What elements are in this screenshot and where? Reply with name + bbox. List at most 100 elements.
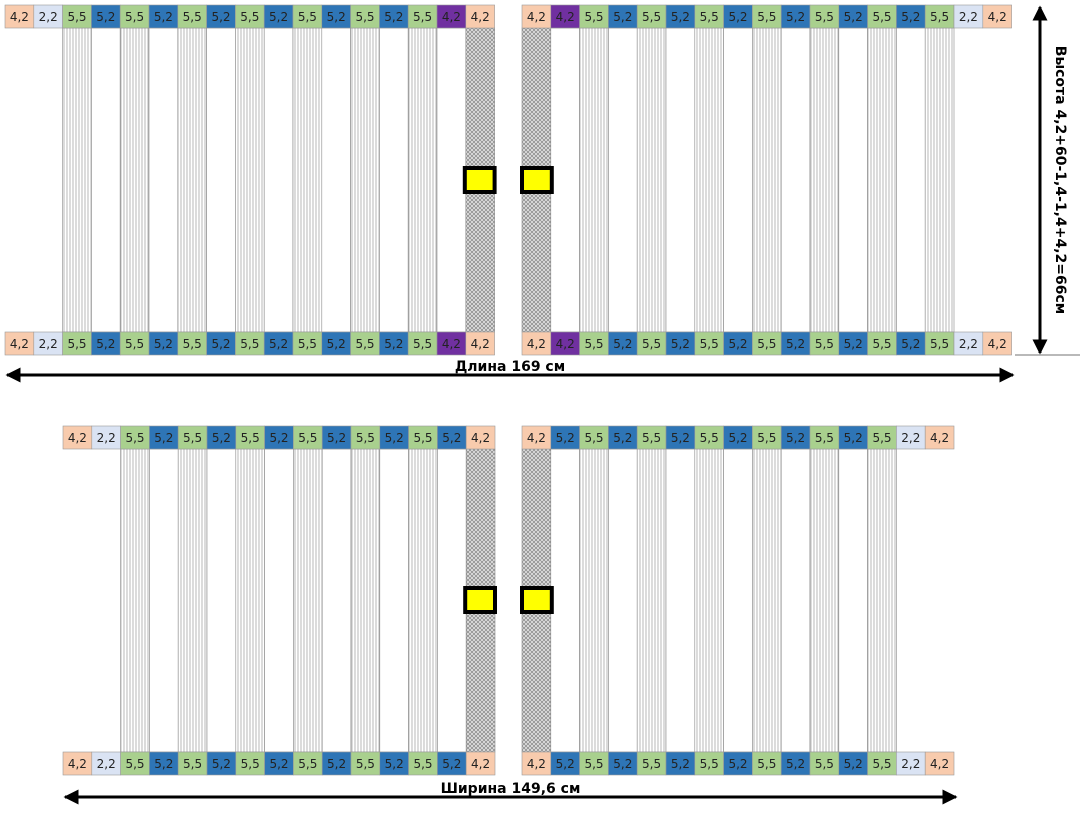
- cell-label: 5,5: [700, 337, 719, 351]
- cell-label: 5,2: [154, 10, 173, 24]
- cell-label: 4,2: [471, 10, 490, 24]
- slat-hatch: [177, 27, 207, 333]
- cell-label: 4,2: [471, 431, 490, 445]
- cell-label: 4,2: [68, 757, 87, 771]
- cell-label: 5,5: [298, 431, 317, 445]
- cell-label: 5,2: [442, 431, 461, 445]
- cell-label: 5,2: [728, 431, 747, 445]
- cell-label: 5,5: [298, 10, 317, 24]
- cell-label: 5,2: [154, 757, 173, 771]
- cell: [465, 331, 495, 356]
- cell-label: 4,2: [471, 337, 490, 351]
- cell-label: 5,5: [355, 10, 374, 24]
- cell-label: 5,2: [556, 757, 575, 771]
- dimension-label: Длина 169 см: [455, 359, 565, 375]
- cell-label: 5,5: [872, 337, 891, 351]
- cell-label: 5,2: [556, 431, 575, 445]
- slat-hatch: [408, 448, 438, 753]
- cell-label: 5,2: [613, 431, 632, 445]
- cell-label: 5,2: [327, 757, 346, 771]
- cell-label: 5,2: [327, 431, 346, 445]
- cell-label: 4,2: [527, 337, 546, 351]
- cell-label: 4,2: [527, 757, 546, 771]
- cell-label: 5,5: [183, 431, 202, 445]
- cell-label: 5,2: [269, 757, 288, 771]
- cell-label: 5,5: [240, 337, 259, 351]
- slat-hatch: [407, 27, 438, 333]
- cell-label: 5,5: [183, 10, 202, 24]
- cell-label: 5,2: [786, 757, 805, 771]
- cell-label: 5,2: [671, 337, 690, 351]
- slat-hatch: [119, 27, 150, 333]
- cell-label: 5,2: [154, 337, 173, 351]
- dimension-label: Высота 4,2+60-1,4-1,4+4,2=66см: [1052, 46, 1068, 314]
- slat-plain: [149, 448, 179, 753]
- cell-label: 5,5: [815, 757, 834, 771]
- cell-label: 5,5: [240, 10, 259, 24]
- cell: [924, 425, 955, 450]
- cell-label: 5,2: [269, 431, 288, 445]
- cell-label: 2,2: [959, 10, 978, 24]
- slat-plain: [437, 448, 467, 753]
- cell-label: 5,5: [872, 10, 891, 24]
- slat-plain: [723, 27, 753, 333]
- cell-label: 5,2: [327, 337, 346, 351]
- cell-label: 5,5: [700, 757, 719, 771]
- cell-label: 2,2: [97, 757, 116, 771]
- slat-hatch: [62, 27, 92, 333]
- cell-label: 5,2: [786, 10, 805, 24]
- slat-hatch: [235, 27, 265, 333]
- cell-label: 5,5: [298, 337, 317, 351]
- cell-label: 5,5: [125, 337, 144, 351]
- cell-label: 5,5: [642, 757, 661, 771]
- cell-label: 5,5: [125, 431, 144, 445]
- slat-plain: [206, 448, 237, 753]
- slat-plain: [608, 27, 638, 333]
- slat-plain: [550, 27, 580, 333]
- cell-label: 5,2: [901, 10, 920, 24]
- cell-label: 4,2: [442, 337, 461, 351]
- cell-label: 5,2: [613, 757, 632, 771]
- cell-label: 5,2: [844, 10, 863, 24]
- cell-label: 5,2: [269, 337, 288, 351]
- slat-plain: [723, 448, 753, 753]
- cell-label: 5,2: [212, 431, 231, 445]
- cell-label: 5,2: [786, 337, 805, 351]
- slat-plain: [263, 27, 294, 333]
- slat-plain: [896, 27, 926, 333]
- slat-hatch: [292, 27, 323, 333]
- slat-hatch: [809, 448, 840, 753]
- cell-label: 5,5: [642, 337, 661, 351]
- cell-label: 5,5: [356, 757, 375, 771]
- cell-label: 5,5: [125, 757, 144, 771]
- cell-label: 5,5: [700, 431, 719, 445]
- slat-plain: [436, 27, 467, 333]
- cell-label: 2,2: [39, 10, 58, 24]
- cell-label: 5,5: [125, 10, 144, 24]
- cell-label: 4,2: [988, 10, 1007, 24]
- cell-label: 5,5: [584, 431, 603, 445]
- cell-label: 5,2: [384, 337, 403, 351]
- cell-label: 5,5: [815, 431, 834, 445]
- cell-label: 5,5: [67, 337, 86, 351]
- slat-hatch: [867, 27, 897, 333]
- cell-label: 5,5: [700, 10, 719, 24]
- cell-label: 5,5: [183, 757, 202, 771]
- slat-hatch: [924, 27, 955, 333]
- cell-label: 5,2: [901, 337, 920, 351]
- slat-plain: [550, 448, 580, 753]
- slat-hatch: [752, 27, 782, 333]
- cell-label: 4,2: [10, 337, 29, 351]
- slat-hatch: [694, 27, 724, 333]
- cell-label: 5,2: [327, 10, 346, 24]
- slat-plain: [206, 27, 236, 333]
- cell-label: 5,2: [212, 757, 231, 771]
- cell-label: 4,2: [527, 431, 546, 445]
- cell-label: 5,2: [728, 757, 747, 771]
- slat-plain: [379, 448, 409, 753]
- slat-hatch: [120, 448, 150, 753]
- cell-label: 5,2: [728, 337, 747, 351]
- cell-label: 5,5: [757, 431, 776, 445]
- connector: [520, 166, 554, 194]
